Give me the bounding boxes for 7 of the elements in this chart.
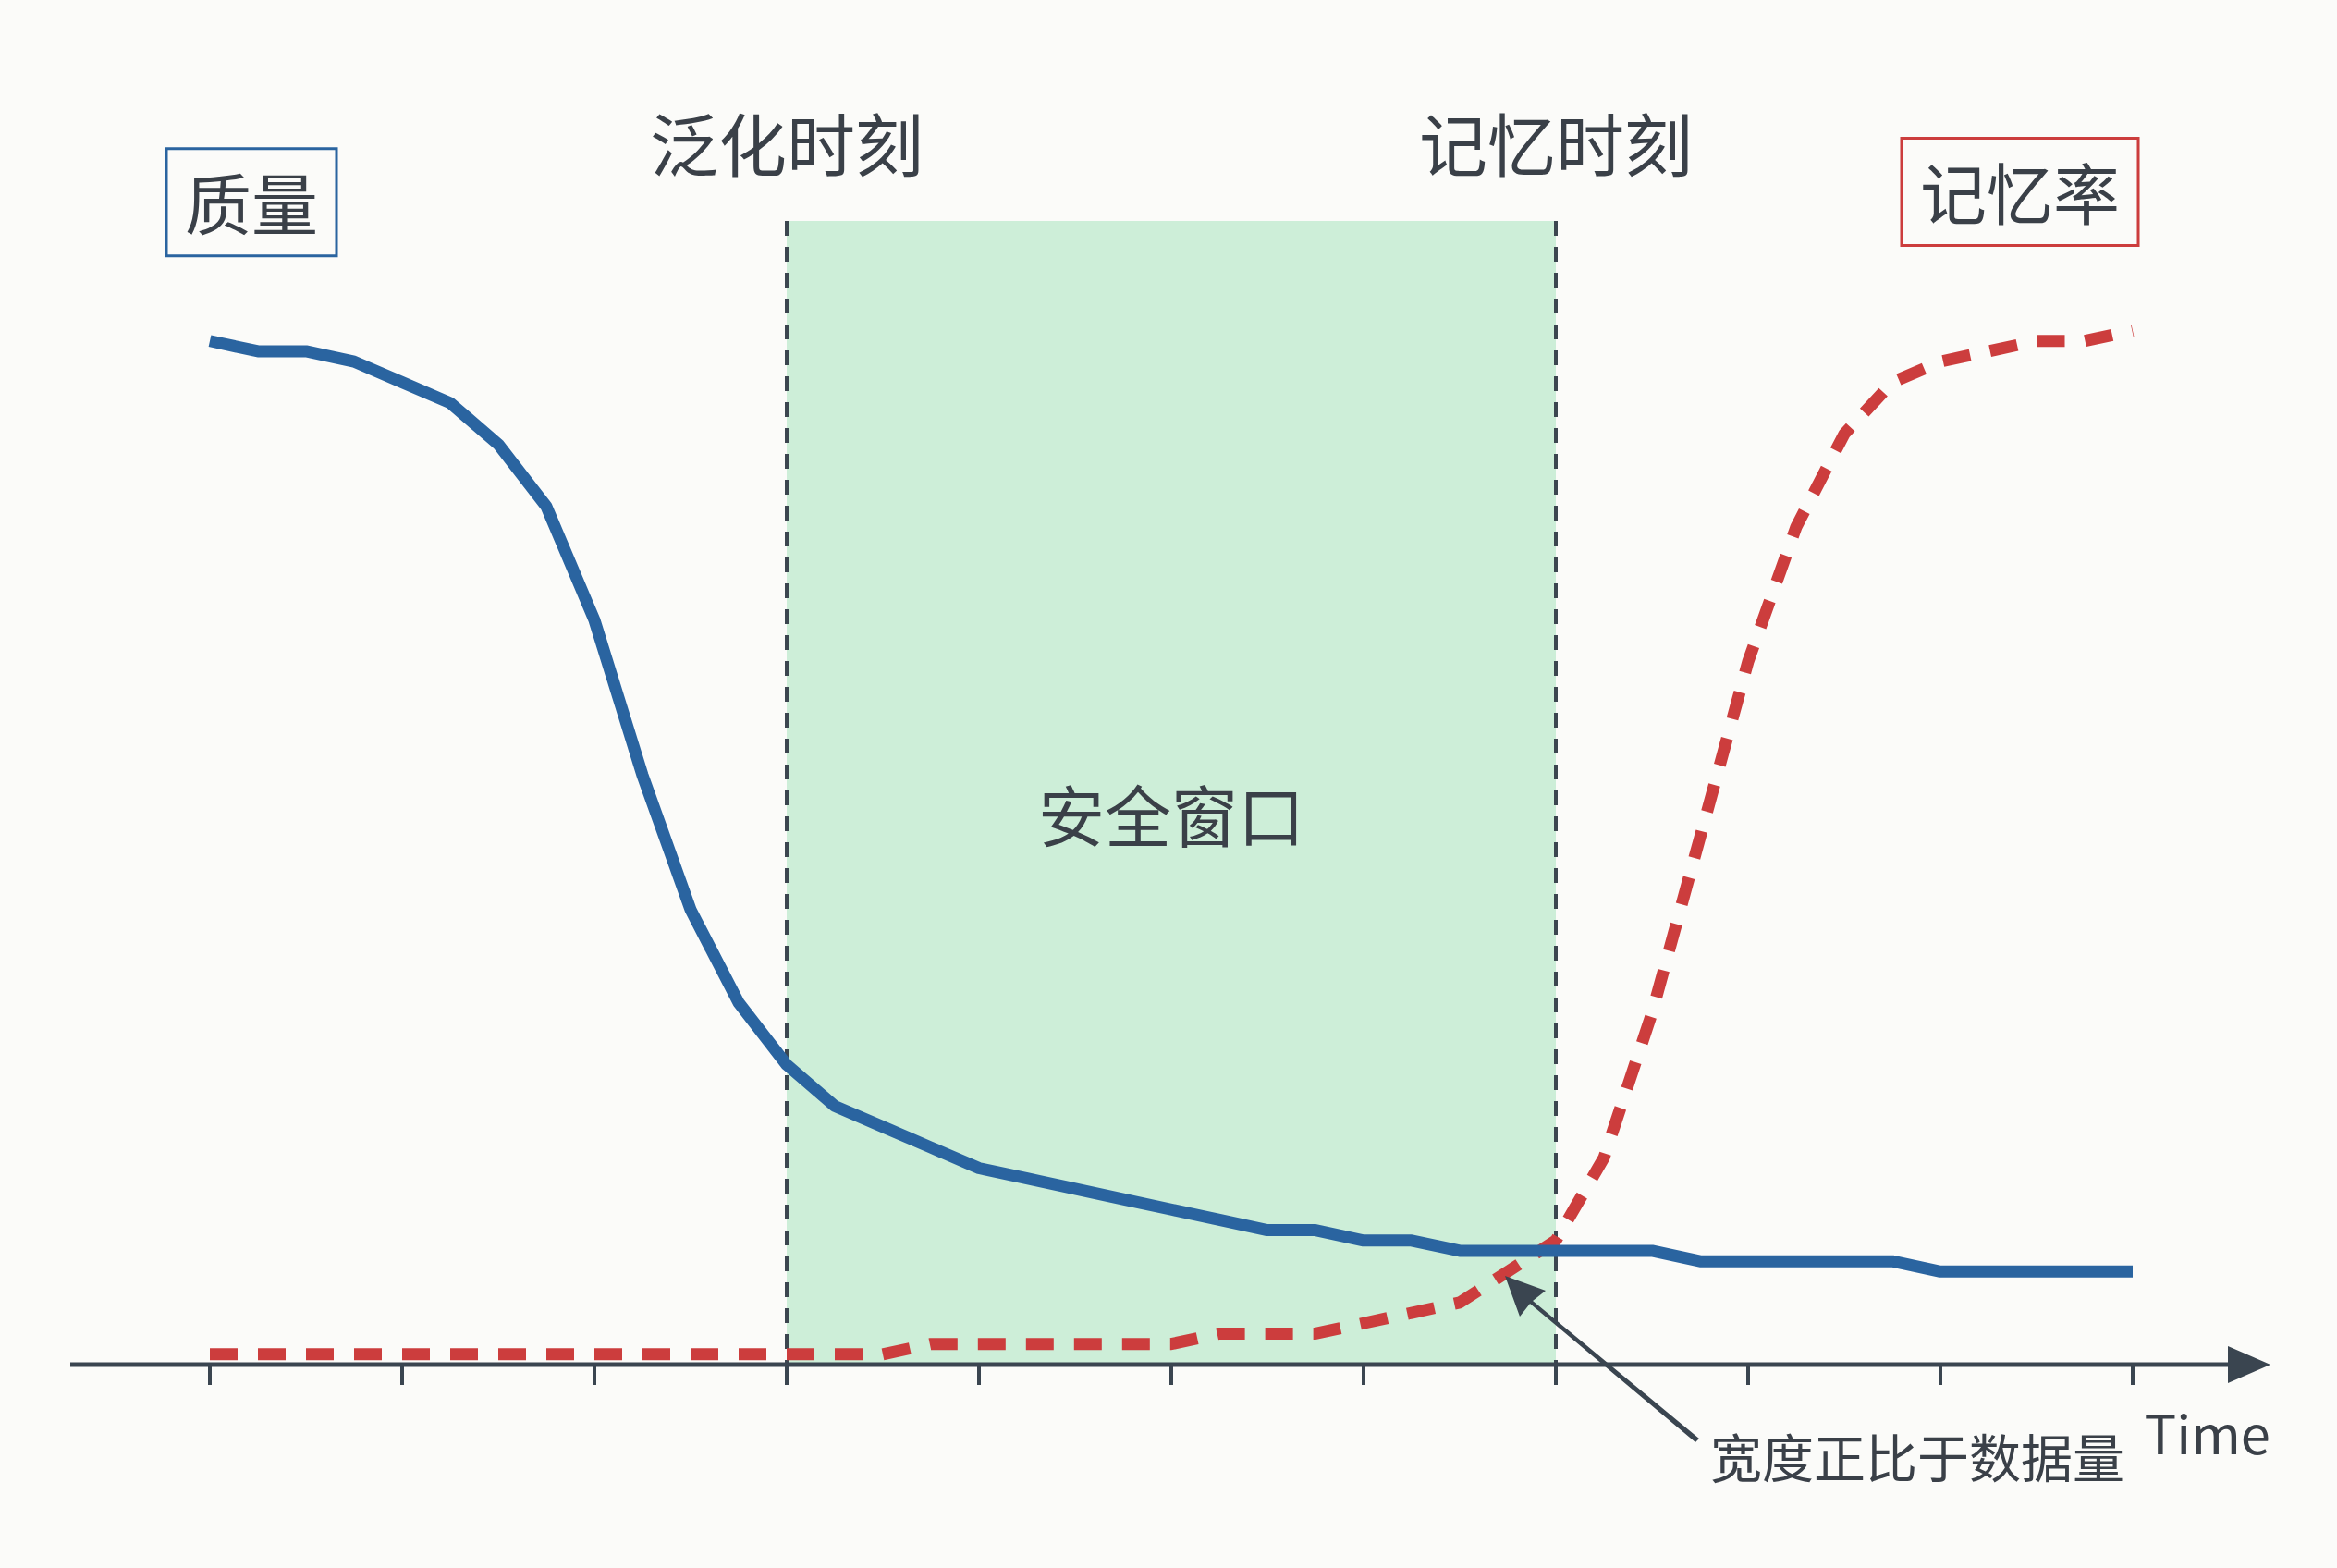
text: 泛化时刻 — [650, 92, 924, 191]
annotation: 安全窗口 — [1037, 763, 1305, 861]
x-axis-title: Time — [2144, 1392, 2270, 1471]
series-label: 记忆率 — [1920, 141, 2121, 239]
text: 记忆时刻 — [1419, 92, 1693, 191]
series-label: 质量 — [185, 152, 319, 250]
text: 宽度正比于数据量 — [1710, 1417, 2124, 1493]
